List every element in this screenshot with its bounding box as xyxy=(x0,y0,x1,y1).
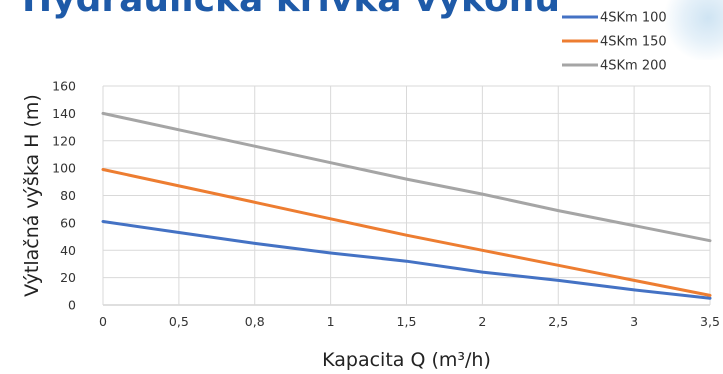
x-tick-label: 3 xyxy=(630,314,638,329)
series-lines xyxy=(101,111,712,300)
legend-label: 4SKm 150 xyxy=(600,35,667,50)
y-axis-title: Výtlačná výška H (m) xyxy=(21,94,43,297)
chart-title: Hydraulická krivka výkonu xyxy=(22,0,560,20)
legend-label: 4SKm 100 xyxy=(600,11,667,26)
y-axis-ticks: 0 20 40 60 80 100 120 140 160 xyxy=(52,79,76,313)
x-tick-label: 2,5 xyxy=(548,314,568,329)
y-tick-label: 100 xyxy=(52,161,76,176)
y-tick-label: 140 xyxy=(52,106,76,121)
x-tick-label: 0,8 xyxy=(245,314,265,329)
y-tick-label: 120 xyxy=(52,133,76,148)
y-tick-label: 40 xyxy=(60,243,76,258)
x-tick-label: 3,5 xyxy=(700,314,720,329)
y-tick-label: 60 xyxy=(60,215,76,230)
x-tick-label: 0 xyxy=(99,314,107,329)
series-line-4skm-150 xyxy=(101,168,712,297)
x-tick-label: 2 xyxy=(478,314,486,329)
y-tick-label: 80 xyxy=(60,188,76,203)
y-tick-label: 20 xyxy=(60,270,76,285)
x-axis-title: Kapacita Q (m³/h) xyxy=(322,349,491,371)
series-line-4skm-200 xyxy=(101,111,712,243)
x-tick-label: 1 xyxy=(327,314,335,329)
x-tick-label: 1,5 xyxy=(397,314,417,329)
series-line-4skm-100 xyxy=(101,220,712,300)
water-splash-decoration xyxy=(663,0,723,60)
legend: 4SKm 100 4SKm 150 4SKm 200 xyxy=(562,11,667,74)
legend-label: 4SKm 200 xyxy=(600,59,667,74)
grid-lines xyxy=(102,85,711,306)
y-tick-label: 0 xyxy=(68,298,76,313)
y-tick-label: 160 xyxy=(52,79,76,94)
x-tick-label: 0,5 xyxy=(169,314,189,329)
x-axis-ticks: 0 0,5 0,8 1 1,5 2 2,5 3 3,5 xyxy=(99,314,720,329)
